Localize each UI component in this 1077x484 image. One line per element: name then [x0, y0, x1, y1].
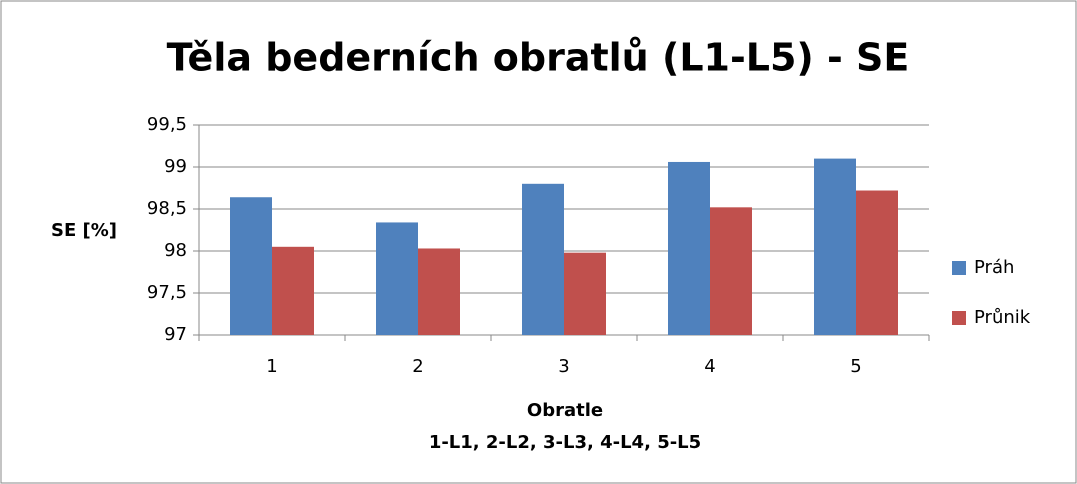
x-axis-label: Obratle [527, 400, 603, 421]
y-tick-label: 98,5 [147, 198, 187, 219]
y-tick-label: 99 [164, 156, 187, 177]
bar [376, 222, 418, 335]
bar [668, 161, 710, 335]
legend-label: Průnik [974, 307, 1031, 328]
x-axis-sublabel: 1-L1, 2-L2, 3-L3, 4-L4, 5-L5 [429, 432, 701, 453]
y-tick-label: 99,5 [147, 114, 187, 135]
bar [230, 197, 272, 335]
x-tick-label: 1 [266, 356, 277, 377]
bar [272, 246, 314, 335]
chart-title: Těla bederních obratlů (L1-L5) - SE [167, 36, 910, 80]
bar [418, 248, 460, 335]
bar [856, 190, 898, 335]
y-tick-label: 97,5 [147, 282, 187, 303]
bar [710, 207, 752, 335]
legend-swatch [952, 261, 966, 275]
y-tick-label: 98 [164, 240, 187, 261]
legend-label: Práh [974, 257, 1014, 278]
y-axis-label: SE [%] [51, 220, 117, 241]
x-tick-label: 3 [558, 356, 569, 377]
bar [814, 158, 856, 335]
x-tick-label: 4 [704, 356, 715, 377]
x-tick-label: 2 [412, 356, 423, 377]
x-tick-label: 5 [850, 356, 861, 377]
bar [522, 183, 564, 335]
bar [564, 252, 606, 335]
legend-swatch [952, 311, 966, 325]
y-tick-label: 97 [164, 324, 187, 345]
